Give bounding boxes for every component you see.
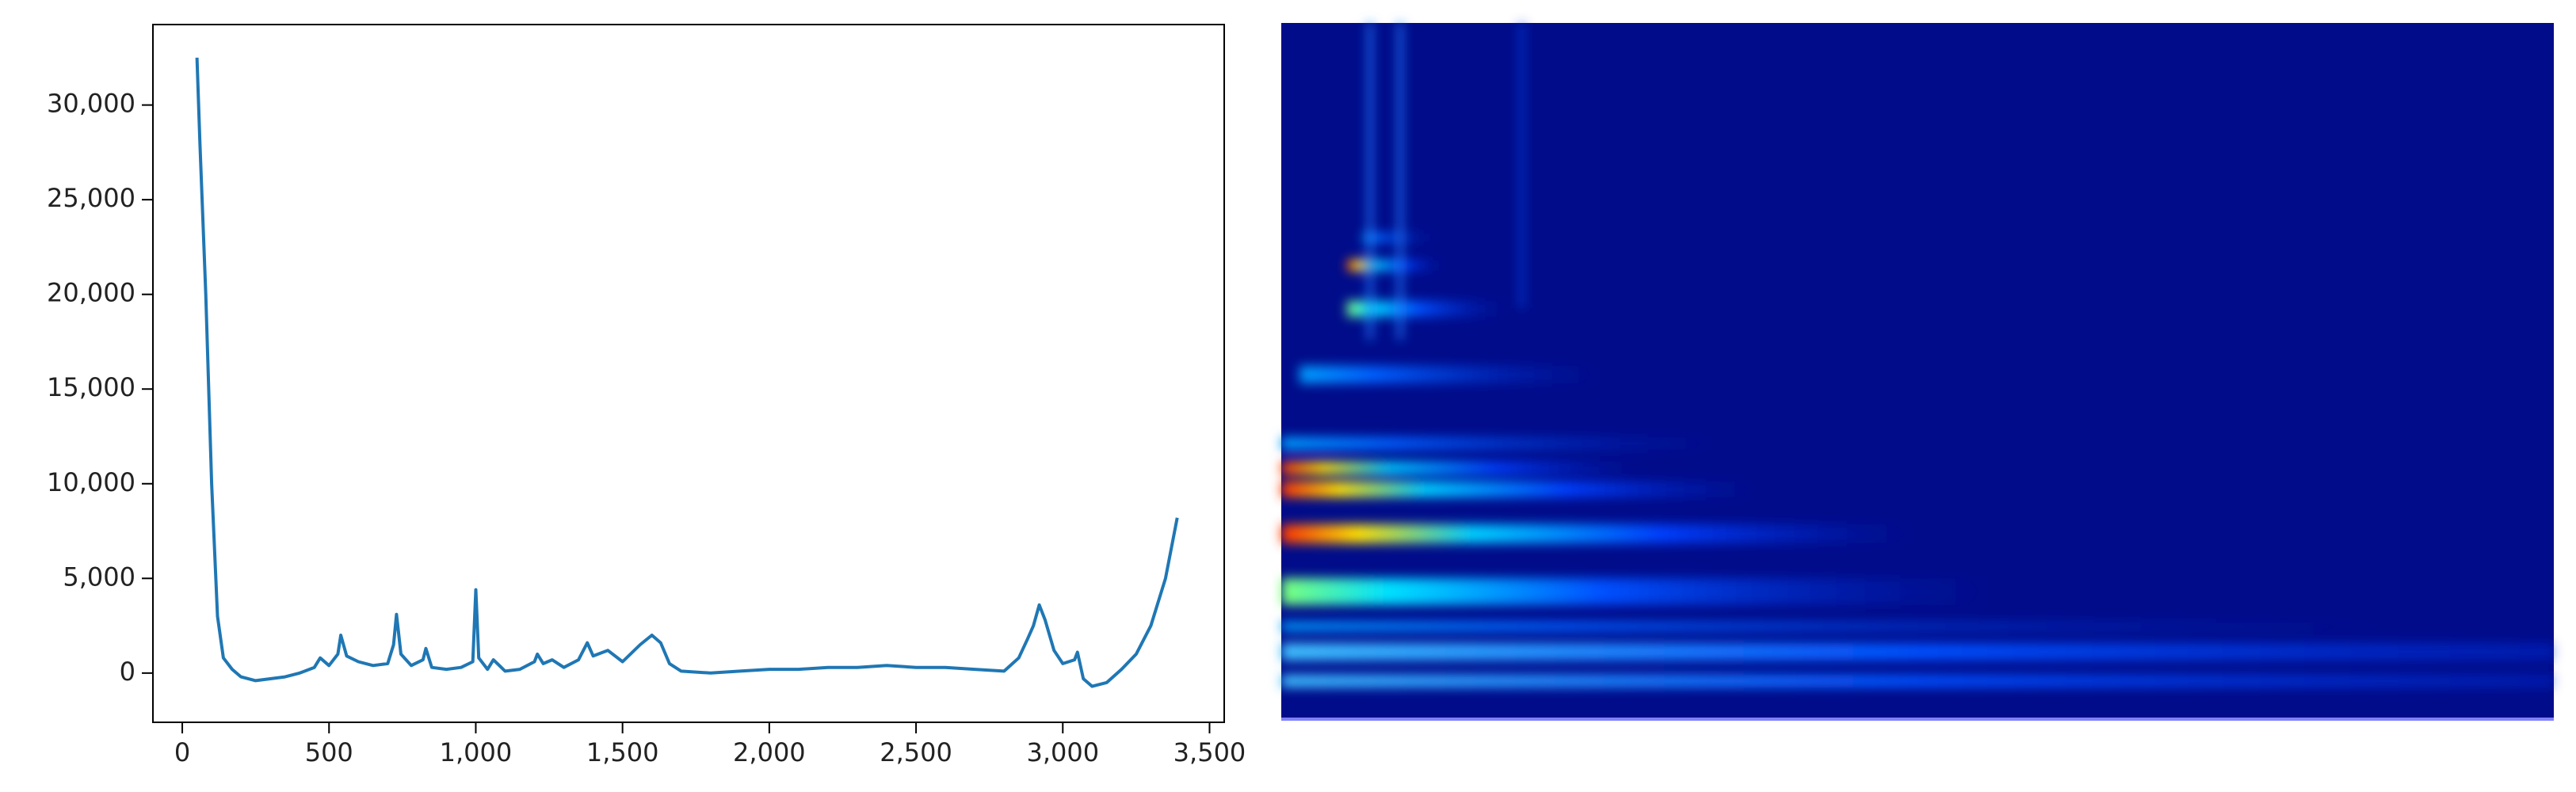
band (1281, 675, 2554, 687)
x-tick-label: 3,000 (1026, 737, 1099, 767)
x-tick-label: 2,500 (880, 737, 952, 767)
band (1281, 524, 1915, 543)
x-tick-label: 0 (174, 737, 190, 767)
band (1281, 643, 2554, 661)
data-line (195, 57, 1179, 688)
band (1347, 301, 1506, 317)
band (1281, 482, 1757, 497)
heatmap-bands (1281, 23, 2554, 687)
x-tick-label: 1,000 (440, 737, 513, 767)
y-tick-label: 5,000 (63, 562, 135, 592)
band (1299, 366, 1601, 383)
streak (1398, 23, 1402, 340)
y-tick-label: 25,000 (47, 183, 135, 213)
axes-frame (152, 24, 1225, 723)
band (1281, 622, 2391, 631)
band (1281, 462, 1638, 474)
y-tick-label: 20,000 (47, 278, 135, 308)
streak (1520, 23, 1524, 308)
y-tick-label: 30,000 (47, 89, 135, 119)
y-tick-label: 0 (120, 657, 135, 687)
x-tick-label: 2,000 (733, 737, 806, 767)
band (1347, 260, 1442, 271)
x-tick-label: 500 (305, 737, 353, 767)
x-tick-label: 3,500 (1174, 737, 1246, 767)
y-tick-label: 15,000 (47, 372, 135, 402)
x-tick-label: 1,500 (586, 737, 659, 767)
band (1281, 437, 1717, 450)
heatmap-edge (1281, 718, 2554, 721)
band (1281, 578, 1994, 605)
scalogram (1281, 23, 2554, 721)
streak (1368, 23, 1372, 340)
axes: 0 500 1,000 1,500 2,000 2,500 3,000 3,500 0 5,000… (47, 24, 1246, 767)
y-tick-label: 10,000 (47, 467, 135, 497)
